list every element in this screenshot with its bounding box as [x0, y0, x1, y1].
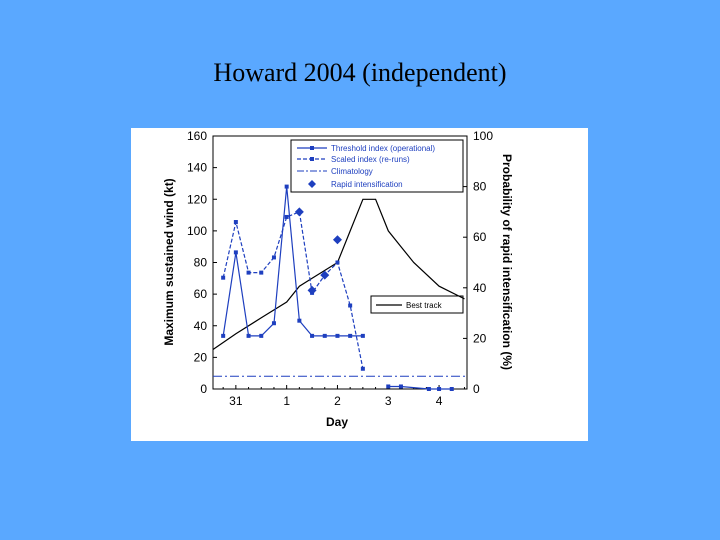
scaled-index-point: [335, 260, 340, 265]
scaled-index-point: [284, 214, 289, 219]
scaled-index-point: [271, 255, 276, 260]
legend-box: [290, 139, 464, 193]
y-right-tick-label: 60: [473, 230, 487, 244]
slide-title: Howard 2004 (independent): [213, 58, 507, 87]
threshold-index-point: [335, 333, 340, 338]
legend-label-rapid: Rapid intensification: [331, 180, 403, 189]
x-tick-label: 2: [334, 394, 341, 408]
axis-ticks: 0 20 40 60 80 100 120 140 160 0 20 40 60 80 100 31 1 2 3 4: [187, 129, 493, 408]
threshold-index-point: [348, 333, 353, 338]
legend-item-climatology: Climatology: [297, 167, 373, 176]
x-axis-label: Day: [326, 415, 348, 429]
legend-item-threshold: Threshold index (operational): [297, 144, 435, 153]
threshold-index-point: [437, 387, 442, 391]
scaled-index-point: [246, 270, 251, 275]
y-left-tick-label: 140: [187, 161, 207, 175]
legend-label-climatology: Climatology: [331, 167, 373, 176]
chart-figure: Maximum sustained wind (kt) Probability …: [131, 128, 588, 441]
legend-item-rapid: Rapid intensification: [308, 180, 403, 189]
scaled-index-point: [233, 220, 238, 225]
x-tick-label: 31: [229, 394, 243, 408]
scaled-index-point: [360, 366, 365, 371]
threshold-index-point: [322, 333, 327, 338]
y-left-tick-label: 160: [187, 129, 207, 143]
scaled-index-point: [348, 303, 353, 308]
legend-item-scaled: Scaled index (re-runs): [297, 155, 410, 164]
x-tick-label: 4: [436, 394, 443, 408]
threshold-index-point: [310, 333, 315, 338]
y-left-tick-label: 20: [194, 350, 208, 364]
y-right-tick-label: 20: [473, 331, 487, 345]
legend: Threshold index (operational) Scaled ind…: [290, 139, 464, 193]
scaled-index-point: [221, 275, 226, 280]
threshold-index-point: [386, 384, 391, 389]
rapid-intensification-point: [320, 270, 330, 280]
rapid-intensification-point: [332, 235, 342, 245]
y-axis-right-label: Probability of rapid intensification (%): [500, 154, 514, 370]
x-tick-label: 3: [385, 394, 392, 408]
threshold-index-point: [398, 384, 403, 389]
threshold-index-point: [271, 321, 276, 326]
y-left-tick-label: 80: [194, 256, 208, 270]
threshold-index-point: [426, 387, 431, 391]
threshold-index-point: [233, 250, 238, 255]
threshold-index-point: [360, 333, 365, 338]
x-tick-label: 1: [283, 394, 290, 408]
rapid-intensification-point: [294, 207, 304, 217]
y-left-tick-label: 0: [200, 382, 207, 396]
series-group: [212, 184, 467, 391]
y-right-tick-label: 0: [473, 382, 480, 396]
legend-label-threshold: Threshold index (operational): [331, 144, 435, 153]
best-track-line: [212, 198, 465, 350]
threshold-index-line: [222, 186, 363, 337]
y-right-tick-label: 40: [473, 281, 487, 295]
y-right-tick-label: 100: [473, 129, 493, 143]
y-left-tick-label: 40: [194, 319, 208, 333]
threshold-index-point: [221, 333, 226, 338]
chart-svg: Maximum sustained wind (kt) Probability …: [162, 129, 514, 429]
scaled-index-line: [222, 211, 364, 369]
legend-label-scaled: Scaled index (re-runs): [331, 155, 410, 164]
best-track-legend: Best track: [370, 295, 464, 314]
threshold-index-point: [246, 333, 251, 338]
y-left-tick-label: 120: [187, 192, 207, 206]
scaled-index-point: [259, 270, 264, 275]
y-left-tick-label: 60: [194, 287, 208, 301]
threshold-index-point: [297, 318, 302, 323]
threshold-index-point: [449, 387, 454, 391]
threshold-index-point: [259, 333, 264, 338]
y-left-tick-label: 100: [187, 224, 207, 238]
y-axis-left-label: Maximum sustained wind (kt): [162, 178, 176, 345]
rapid-intensification-point: [307, 285, 317, 295]
y-right-tick-label: 80: [473, 180, 487, 194]
threshold-index-point: [284, 184, 289, 189]
best-track-legend-label: Best track: [406, 301, 443, 310]
best-track-legend-box: [370, 295, 464, 314]
